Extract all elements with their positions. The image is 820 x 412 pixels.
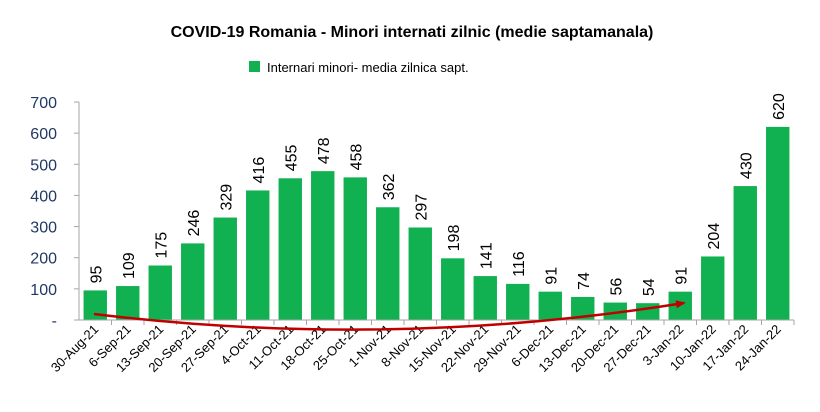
data-label: 416 [251, 157, 268, 184]
bar [246, 190, 270, 320]
bars [83, 126, 790, 321]
y-tick-label: - [52, 313, 57, 330]
bar [538, 291, 562, 320]
data-label: 109 [121, 252, 138, 279]
data-label: 116 [511, 251, 528, 277]
bar [636, 303, 660, 320]
data-label: 455 [283, 145, 300, 172]
bar [311, 171, 335, 320]
bar [766, 126, 790, 321]
data-labels: 95 109 175 246 329 416 455 478 458 362 297 198 141 11… [88, 93, 788, 296]
y-tick-label: 300 [30, 220, 57, 237]
data-label: 362 [381, 173, 398, 200]
data-label: 141 [478, 242, 495, 269]
y-tick-label: 100 [30, 282, 57, 299]
bar [148, 265, 172, 320]
bar [603, 302, 627, 320]
data-label: 297 [413, 194, 430, 221]
data-label: 91 [543, 267, 560, 285]
y-tick-label: 700 [30, 95, 57, 112]
data-label: 198 [446, 225, 463, 252]
chart-title: COVID-19 Romania - Minori internati ziln… [171, 24, 654, 41]
bar [116, 286, 140, 320]
bar [83, 290, 107, 320]
legend-label: Internari minori- media zilnica sapt. [267, 60, 469, 75]
data-label: 620 [771, 93, 788, 120]
legend-swatch [249, 61, 260, 72]
y-tick-label: 200 [30, 251, 57, 268]
data-label: 95 [88, 266, 105, 284]
data-label: 204 [706, 223, 723, 250]
bar [506, 283, 530, 320]
y-axis: - 100 200 300 400 500 600 700 [30, 95, 80, 330]
bar [571, 296, 595, 320]
data-label: 478 [316, 137, 333, 164]
data-label: 430 [738, 152, 755, 179]
legend: Internari minori- media zilnica sapt. [249, 60, 469, 75]
data-label: 74 [576, 272, 593, 290]
data-label: 54 [641, 278, 658, 296]
y-tick-label: 500 [30, 157, 57, 174]
bar [278, 178, 302, 320]
data-label: 175 [153, 232, 170, 259]
bar [441, 258, 465, 320]
data-label: 246 [186, 210, 203, 237]
trend-arrow [93, 300, 686, 331]
data-label: 329 [218, 184, 235, 211]
data-label: 91 [673, 267, 690, 285]
bar [473, 276, 497, 320]
bar [408, 227, 432, 320]
bar [701, 256, 725, 320]
y-tick-label: 400 [30, 188, 57, 205]
bar [343, 177, 367, 320]
bar [376, 207, 400, 320]
bar [181, 243, 205, 320]
bar [733, 186, 757, 320]
data-label: 56 [608, 278, 625, 296]
bar [213, 217, 237, 320]
data-label: 458 [348, 144, 365, 171]
y-tick-label: 600 [30, 126, 57, 143]
